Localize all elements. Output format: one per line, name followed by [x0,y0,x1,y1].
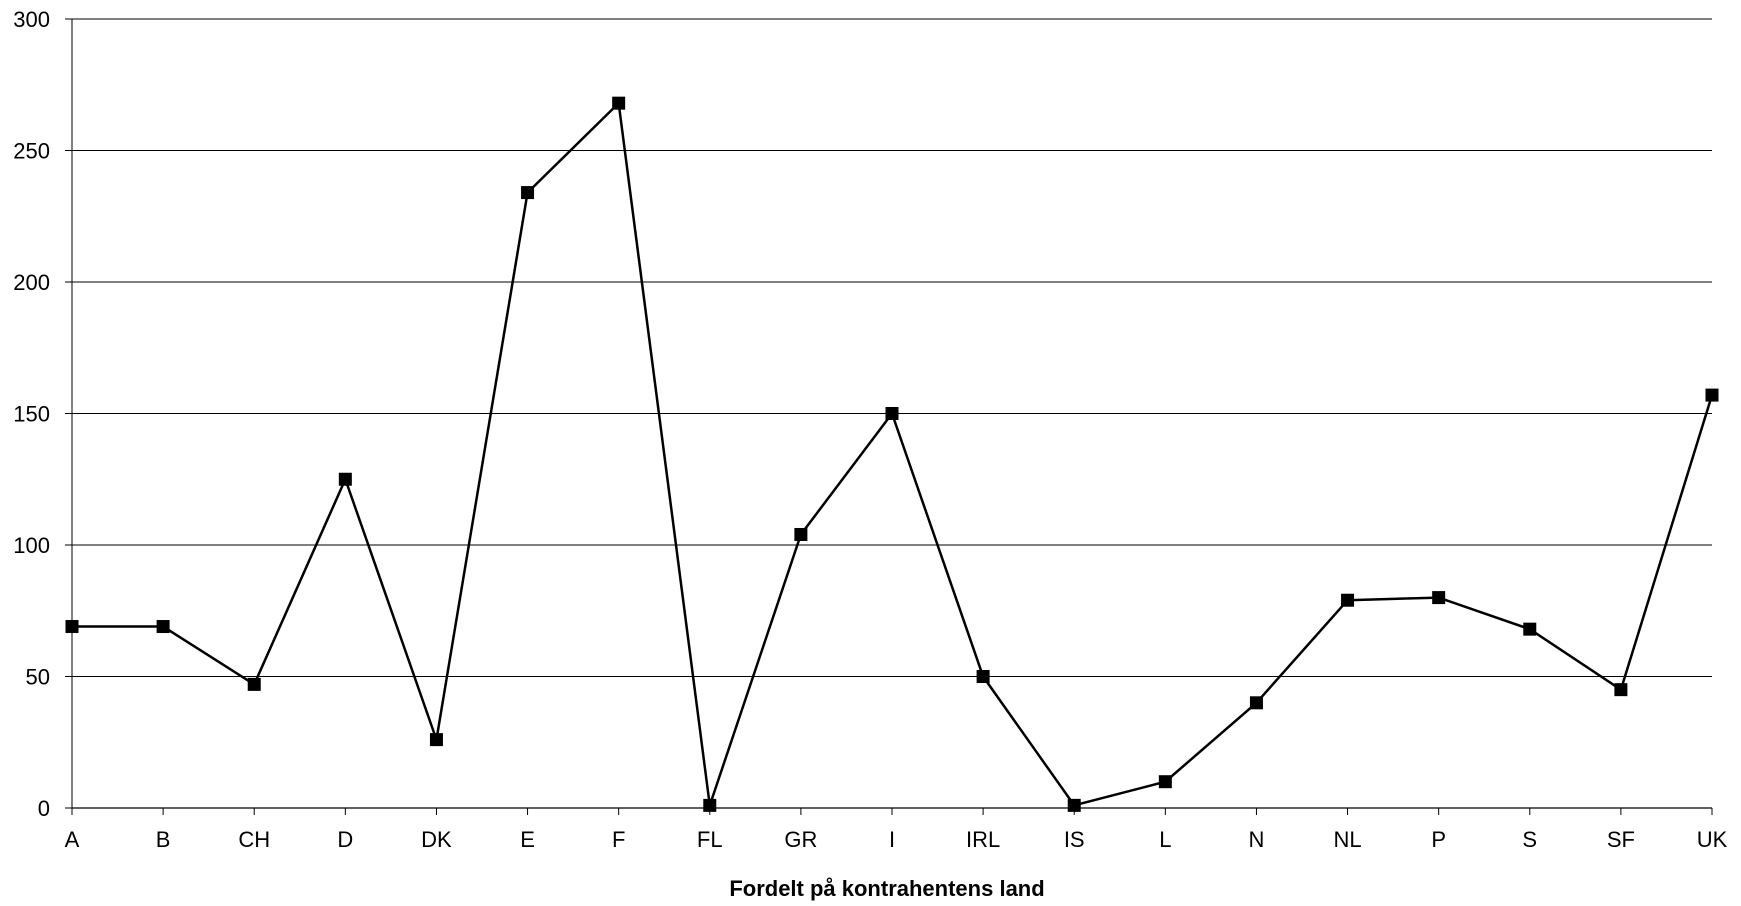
data-point-marker [1341,593,1355,607]
x-tick-label: D [337,827,353,852]
x-tick-label: GR [784,827,817,852]
x-tick-label: P [1431,827,1446,852]
y-tick-label: 50 [26,665,50,690]
x-axis-title: Fordelt på kontrahentens land [729,876,1044,901]
data-point-marker [1249,696,1263,710]
y-tick-label: 0 [38,796,50,821]
x-tick-label: CH [238,827,270,852]
y-tick-label: 250 [13,139,50,164]
x-tick-label: E [520,827,535,852]
x-tick-label: UK [1697,827,1728,852]
y-tick-label: 200 [13,270,50,295]
x-tick-label: IS [1064,827,1085,852]
data-point-marker [885,407,899,420]
x-tick-label: NL [1333,827,1361,852]
x-tick-label: A [65,827,80,852]
data-point-marker [1523,622,1537,636]
data-point-marker [338,472,352,486]
x-tick-label: S [1522,827,1537,852]
data-point-marker [247,677,261,691]
data-point-marker [429,733,443,747]
data-point-marker [794,527,808,541]
data-point-marker [521,186,535,200]
x-tick-label: F [612,827,625,852]
data-point-marker [703,798,717,812]
axes [65,18,1713,815]
y-tick-label: 100 [13,533,50,558]
data-point-marker [976,670,990,683]
data-point-marker [1067,798,1081,812]
x-tick-label: DK [421,827,452,852]
data-point-marker [612,96,626,110]
gridlines [72,18,1712,677]
x-tick-label: I [889,827,895,852]
data-point-marker [1158,775,1172,789]
x-tick-label: N [1248,827,1264,852]
data-point-marker [1705,388,1719,402]
data-point-marker [1614,683,1628,697]
x-tick-label: SF [1607,827,1635,852]
data-point-marker [1432,591,1446,605]
series [65,96,1719,812]
data-point-marker [156,620,170,634]
y-tick-label: 150 [13,402,50,427]
x-tick-label: L [1159,827,1171,852]
x-tick-labels: A B CH D DK E F FL GR I IRL IS L N NL P S SF UK [65,827,1728,852]
series-line [72,100,1714,807]
y-tick-labels: 0 50 100 150 200 250 300 [13,7,50,821]
x-tick-label: FL [697,827,723,852]
data-point-marker [65,620,79,634]
x-tick-label: B [156,827,171,852]
x-tick-label: IRL [966,827,1000,852]
y-tick-label: 300 [13,7,50,32]
